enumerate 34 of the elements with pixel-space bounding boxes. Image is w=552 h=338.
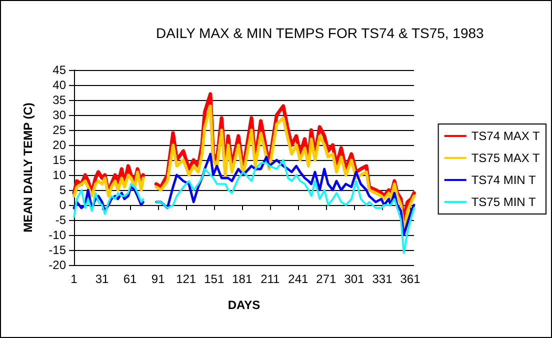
y-axis-title: MEAN DAILY TEMP (C)	[21, 102, 35, 232]
y-tick-label: 35	[52, 93, 66, 107]
y-tick-label: 25	[52, 123, 66, 137]
x-tick-label: 241	[288, 272, 309, 286]
y-tick-label: 15	[52, 153, 66, 167]
y-tick-label: -15	[48, 243, 66, 257]
y-tick-label: 10	[52, 168, 66, 182]
y-tick-label: 40	[52, 78, 66, 92]
legend-label: TS75 MIN T	[471, 195, 536, 209]
x-tick-label: 181	[232, 272, 252, 286]
y-tick-label: 5	[59, 183, 66, 197]
x-tick-label: 361	[400, 272, 421, 286]
x-tick-label: 61	[123, 272, 138, 286]
x-tick-label: 211	[260, 272, 280, 286]
y-tick-label: 20	[52, 138, 66, 152]
x-axis-title: DAYS	[228, 298, 260, 312]
y-tick-label: -10	[48, 228, 66, 242]
x-tick-label: 271	[316, 272, 337, 286]
x-tick-label: 301	[344, 272, 365, 286]
y-tick-label: -20	[48, 258, 66, 272]
x-tick-label: 331	[372, 272, 393, 286]
x-tick-label: 31	[95, 272, 110, 286]
legend-label: TS75 MAX T	[471, 151, 540, 165]
chart-title: DAILY MAX & MIN TEMPS FOR TS74 & TS75, 1983	[156, 25, 484, 41]
y-tick-label: -5	[55, 213, 66, 227]
x-tick-label: 1	[70, 272, 78, 286]
legend-label: TS74 MAX T	[471, 129, 540, 143]
y-tick-label: 30	[52, 108, 66, 122]
y-tick-label: 45	[52, 63, 66, 77]
x-tick-label: 91	[151, 272, 166, 286]
y-tick-label: 0	[59, 198, 66, 212]
x-tick-label: 121	[176, 272, 196, 286]
legend-label: TS74 MIN T	[471, 173, 536, 187]
x-tick-label: 151	[204, 272, 224, 286]
